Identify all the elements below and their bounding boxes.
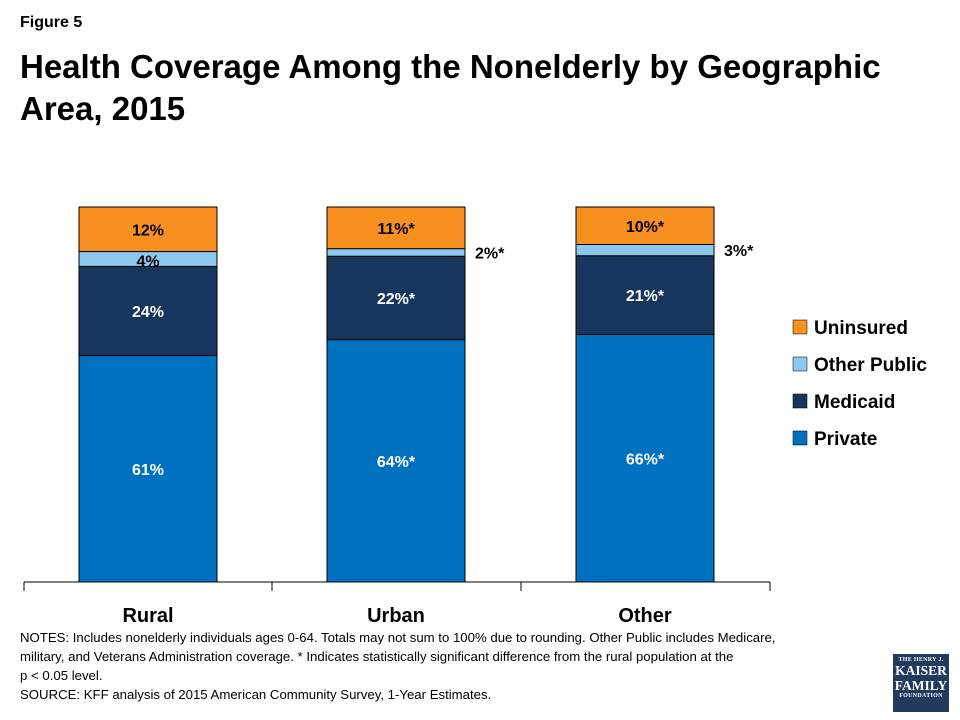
legend-label-private: Private: [814, 429, 877, 450]
source-line: SOURCE: KFF analysis of 2015 American Co…: [20, 687, 492, 702]
label-rural-private: 61%: [132, 462, 164, 479]
category-label-other: Other: [618, 605, 672, 627]
notes-line-3: p < 0.05 level.: [20, 668, 103, 683]
bar-rural-private: [78, 355, 218, 583]
label-urban-uninsured: 11%*: [377, 221, 415, 238]
legend: Uninsured Other Public Medicaid Private: [792, 318, 927, 450]
bar-rural-uninsured: [78, 206, 218, 253]
legend-swatch-medicaid: [792, 393, 808, 409]
bar-urban-medicaid: [326, 255, 466, 341]
notes-block: NOTES: Includes nonelderly individuals a…: [20, 628, 880, 704]
legend-label-medicaid: Medicaid: [814, 392, 895, 413]
label-other-uninsured: 10%*: [626, 219, 665, 236]
label-rural-medicaid: 24%: [132, 304, 164, 321]
legend-swatch-private: [792, 430, 808, 446]
label-other-medicaid: 21%*: [626, 288, 665, 305]
bar-urban-private: [326, 339, 466, 583]
label-rural-uninsured: 12%: [132, 222, 164, 239]
bar-urban-uninsured: [326, 206, 466, 250]
logo-line-2: KAISER: [895, 663, 947, 678]
figure-label: Figure 5: [20, 14, 83, 31]
bar-urban-other-public: [326, 248, 466, 257]
legend-label-uninsured: Uninsured: [814, 318, 908, 339]
bar-other-uninsured: [575, 206, 715, 245]
notes-line-2: military, and Veterans Administration co…: [20, 649, 734, 664]
bar-other-private: [575, 334, 715, 583]
notes-line-1: NOTES: Includes nonelderly individuals a…: [20, 630, 776, 645]
label-urban-medicaid: 22%*: [377, 291, 416, 308]
legend-swatch-uninsured: [792, 319, 808, 335]
bar-other-other-public: [575, 244, 715, 257]
logo-line-4: FOUNDATION: [899, 693, 943, 699]
category-label-rural: Rural: [122, 605, 173, 627]
legend-label-other-public: Other Public: [814, 355, 927, 376]
logo-line-3: FAMILY: [894, 678, 948, 693]
bar-rural-medicaid: [78, 265, 218, 357]
label-rural-other-public: 4%: [136, 253, 159, 270]
logo-line-1: THE HENRY J.: [898, 657, 944, 663]
category-label-urban: Urban: [367, 605, 425, 627]
chart-title: Health Coverage Among the Nonelderly by …: [20, 48, 881, 127]
label-urban-other-public: 2%*: [475, 245, 505, 262]
label-other-private: 66%*: [626, 451, 665, 468]
label-urban-private: 64%*: [377, 454, 416, 471]
label-other-other-public: 3%*: [724, 243, 754, 260]
kff-logo: THE HENRY J. KAISER FAMILY FOUNDATION: [893, 654, 949, 712]
bars-layer: 61% 24% 4% 12% 64%* 22%* 2%* 11%* 66%* 21%* 3%* 10%…: [78, 206, 754, 583]
legend-swatch-other-public: [792, 356, 808, 372]
x-axis: Rural Urban Other: [23, 581, 771, 627]
